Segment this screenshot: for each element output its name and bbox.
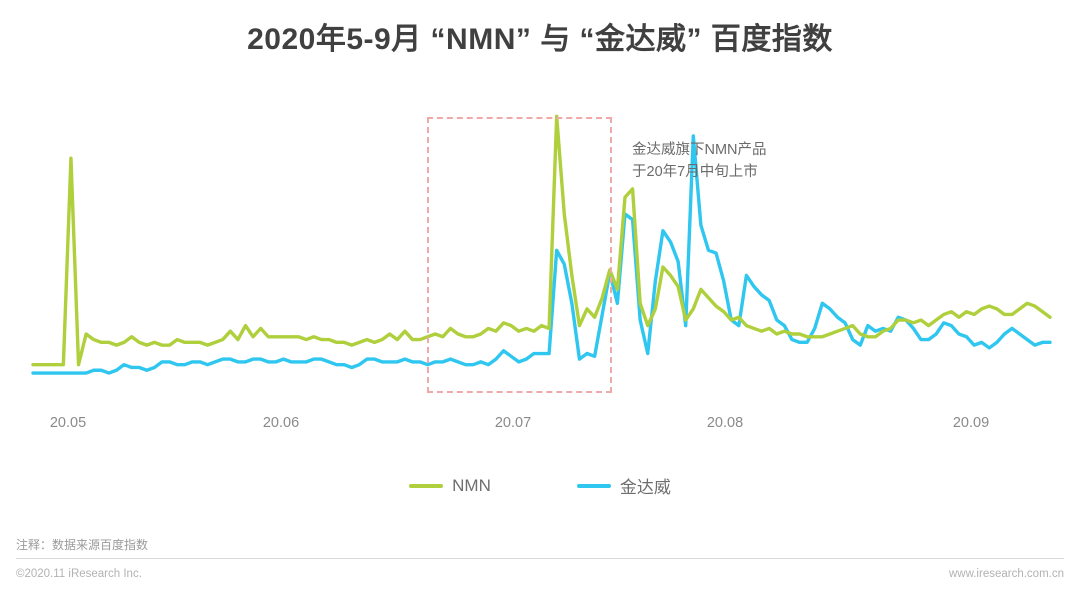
page-footer: ©2020.11 iResearch Inc. www.iresearch.co… <box>0 568 1080 594</box>
legend-label: 金达威 <box>619 478 671 497</box>
legend-swatch-icon <box>576 483 611 488</box>
legend-item-NMN[interactable]: NMN <box>409 476 491 496</box>
annotation-callout: 金达威旗下NMN产品 于20年7月中旬上市 <box>632 139 767 184</box>
legend-swatch-icon <box>409 483 444 488</box>
series-line-jindawei <box>31 134 1052 375</box>
annotation-line-2: 于20年7月中旬上市 <box>632 164 758 181</box>
footer-divider <box>16 558 1064 559</box>
series-line-nmn <box>31 114 1052 367</box>
x-axis-tick-20-08: 20.08 <box>706 415 744 431</box>
x-axis-tick-20-07: 20.07 <box>494 415 532 431</box>
chart-legend: NMN 金达威 <box>0 473 1080 498</box>
line-chart-svg <box>31 114 1052 375</box>
x-axis-tick-20-09: 20.09 <box>952 415 990 431</box>
legend-label: NMN <box>452 475 491 495</box>
x-axis-tick-20-05: 20.05 <box>49 415 87 431</box>
x-axis: 20.05 20.06 20.07 20.08 20.09 <box>0 415 1080 439</box>
chart-plot-area <box>0 90 1080 410</box>
legend-item-金达威[interactable]: 金达威 <box>576 473 671 498</box>
annotation-line-1: 金达威旗下NMN产品 <box>632 142 767 158</box>
page-title: 2020年5-9月 “NMN” 与 “金达威” 百度指数 <box>247 23 833 56</box>
footer-copyright: ©2020.11 iResearch Inc. <box>16 568 142 580</box>
source-note: 注释：数据来源百度指数 <box>16 538 149 552</box>
x-axis-tick-20-06: 20.06 <box>262 415 300 431</box>
footer-url[interactable]: www.iresearch.com.cn <box>948 568 1064 580</box>
